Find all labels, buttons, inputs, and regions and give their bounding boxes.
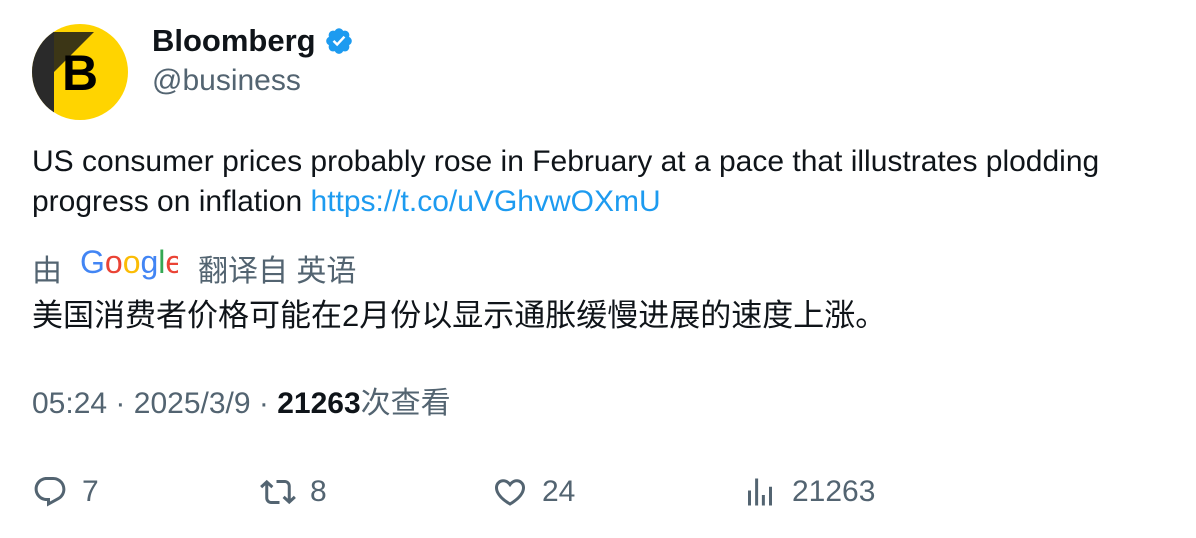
views-count: 21263 [277, 387, 361, 420]
author-handle[interactable]: @business [152, 64, 301, 97]
verified-badge-icon [324, 26, 354, 56]
views-button[interactable]: 21263 [742, 470, 875, 514]
meta-separator: · [258, 387, 269, 420]
author-name-text: Bloomberg [152, 23, 316, 58]
retweet-count: 8 [310, 475, 327, 508]
views-label: 次查看 [360, 387, 451, 420]
reply-icon [32, 474, 68, 510]
like-count: 24 [542, 475, 576, 508]
translation-prefix: 由 [32, 255, 62, 288]
author-display-name[interactable]: Bloomberg [152, 22, 354, 60]
views-action-count: 21263 [792, 475, 876, 508]
translation-suffix: 翻译自 英语 [198, 255, 357, 288]
reply-button[interactable]: 7 [32, 470, 99, 514]
avatar[interactable]: B [32, 24, 128, 120]
heart-icon [492, 474, 528, 510]
action-bar: 7 8 24 21263 [32, 470, 1162, 514]
translated-tweet-text: 美国消费者价格可能在2月份以显示通胀缓慢进展的速度上涨。 [32, 298, 887, 333]
tweet-body: US consumer prices probably rose in Febr… [32, 145, 1100, 218]
tweet-text: US consumer prices probably rose in Febr… [32, 142, 1162, 222]
retweet-icon [260, 474, 296, 510]
retweet-button[interactable]: 8 [260, 470, 327, 514]
tweet-time[interactable]: 05:24 [32, 387, 108, 420]
like-button[interactable]: 24 [492, 470, 575, 514]
tweet-link[interactable]: https://t.co/uVGhvwOXmU [310, 185, 661, 218]
translation-attribution: 由 Google 翻译自 英语 [32, 244, 357, 289]
reply-count: 7 [82, 475, 99, 508]
svg-text:Google: Google [80, 247, 178, 280]
tweet-date[interactable]: 2025/3/9 [133, 387, 251, 420]
meta-separator: · [115, 387, 126, 420]
views-icon [742, 474, 778, 510]
google-logo: Google [80, 244, 183, 289]
avatar-letter: B [62, 45, 98, 101]
tweet-meta: 05:24 · 2025/3/9 · 21263次查看 [32, 384, 451, 424]
